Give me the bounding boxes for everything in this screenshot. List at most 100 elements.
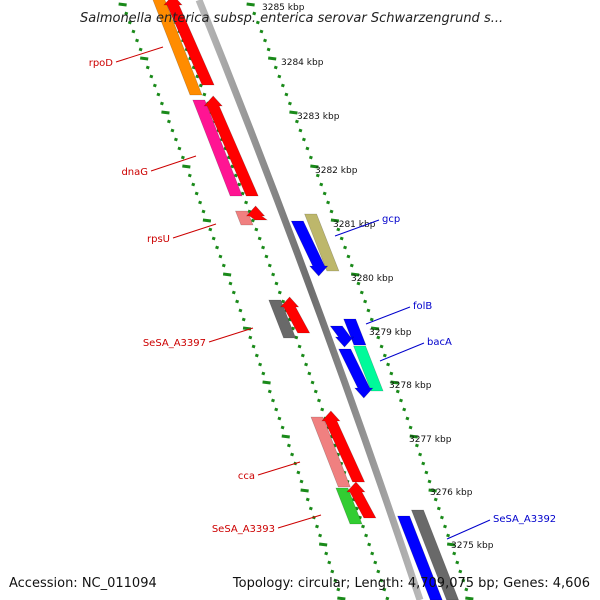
gene-gcp[interactable] [304,213,340,272]
map-title: Salmonella enterica subsp. enterica sero… [80,11,503,26]
gene-label-SeSA_A3397[interactable]: SeSA_A3397 [143,338,206,349]
gene-bacA-strand[interactable] [338,348,374,399]
kbp-label: 3282 kbp [315,166,358,176]
gene-rpoD-strand[interactable] [163,0,215,86]
gene-folB[interactable] [343,318,367,346]
genome-backbone [195,0,424,600]
scale-tick [421,461,426,466]
scale-tick [318,533,323,538]
scale-tick [195,74,200,79]
gene-label-bacA[interactable]: bacA [427,337,452,348]
scale-tick [237,182,242,187]
scale-tick [246,2,255,7]
gene-label-gcp[interactable]: gcp [382,214,400,225]
scale-tick [258,362,263,367]
gene-cca-strand[interactable] [321,410,366,483]
scale-tick [363,299,368,304]
scale-tick [339,236,344,241]
scale-tick [329,209,334,214]
scale-tick [290,452,295,457]
scale-tick [231,290,236,295]
kbp-label: 3278 kbp [389,381,432,391]
gene-folB-strand[interactable] [329,325,355,348]
scale-tick [427,479,432,484]
gene-SeSA_A3393[interactable] [335,487,363,525]
map-summary: Topology: circular; Length: 4,709,075 bp… [232,576,590,591]
scale-tick [127,20,132,25]
gene-bacA[interactable] [353,345,384,392]
gene-dnaG[interactable] [192,99,243,197]
scale-tick [280,83,285,88]
scale-tick [446,542,456,547]
scale-tick [315,524,319,529]
scale-tick [402,407,407,412]
gene-label-SeSA_A3393[interactable]: SeSA_A3393 [212,524,275,535]
gene-label-folB[interactable]: folB [413,301,432,312]
scale-tick [248,335,253,340]
gene-label-SeSA_A3392[interactable]: SeSA_A3392 [493,514,556,525]
scale-tick [317,398,321,403]
scale-tick [333,578,338,583]
scale-tick [299,479,304,484]
gene-gcp-strand[interactable] [290,220,329,277]
scale-tick [180,155,185,160]
scale-tick [138,47,143,52]
scale-tick [330,569,335,574]
scale-tick [307,371,312,376]
scale-tick [318,542,328,547]
scale-tick [194,191,199,196]
scale-tick [289,110,298,115]
scale-tick [255,20,260,25]
gene-track [151,0,459,600]
scale-tick [376,335,381,340]
gene-label-rpoD[interactable]: rpoD [89,58,114,69]
scale-tick [271,272,276,277]
scale-tick [319,182,324,187]
gene-label-rpsU[interactable]: rpsU [147,234,170,245]
scale-tick [263,38,268,43]
gene-label-dnaG[interactable]: dnaG [121,167,148,178]
scale-tick [304,362,309,367]
scale-tick [261,371,266,376]
scale-tick [118,2,127,7]
scale-tick [455,560,460,565]
scale-tick [320,407,325,412]
scale-tick [182,164,191,169]
scale-tick [330,218,340,223]
scale-tick [156,92,161,97]
scale-tick [305,146,310,151]
scale-tick [161,110,170,115]
scale-tick [294,119,299,124]
scale-tick [215,245,220,250]
scale-tick [271,398,275,403]
gene-SeSA_A3392[interactable] [411,509,459,600]
scale-tick [145,65,150,70]
scale-tick [308,506,313,511]
scale-tick [436,506,441,511]
scale-tick [298,128,303,133]
gene-SeSA_A3392-strand[interactable] [397,515,443,600]
scale-tick [313,389,318,394]
gene-label-cca[interactable]: cca [238,471,255,482]
scale-tick [346,254,351,259]
scale-tick [277,74,282,79]
scale-tick [250,218,255,223]
gene-SeSA_A3397-strand[interactable] [279,296,311,334]
scale-tick [277,416,282,421]
gene-cca[interactable] [310,416,351,488]
scale-tick [273,65,278,70]
gene-rpoD[interactable] [151,0,203,96]
scale-tick [452,551,457,556]
gene-rpsU-strand[interactable] [245,205,269,221]
scale-tick [337,596,346,600]
scale-tick [382,587,387,592]
scale-tick [241,317,246,322]
forward-gene-labels: gcp folB bacA SeSA_A3392 [334,214,556,540]
scale-tick [324,551,329,556]
scale-tick [294,335,299,340]
scale-tick [354,506,359,511]
gene-SeSA_A3393-strand[interactable] [346,481,377,519]
scale-tick [233,173,238,178]
gene-SeSA_A3397[interactable] [268,299,297,339]
gene-dnaG-strand[interactable] [203,95,259,197]
